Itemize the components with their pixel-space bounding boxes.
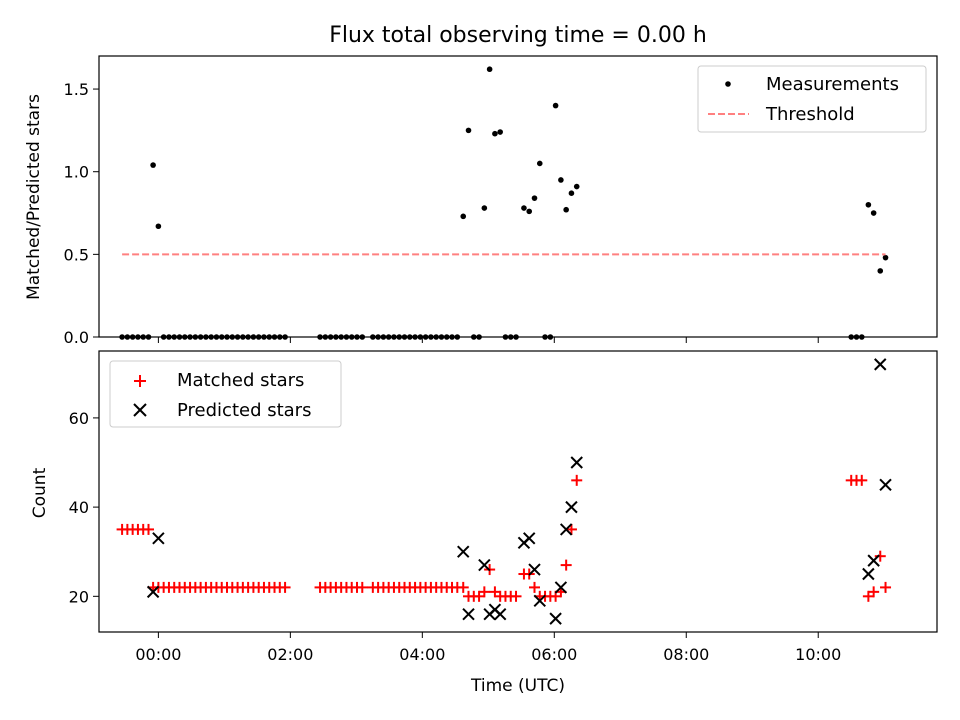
matched-star-point	[874, 550, 886, 562]
y-tick-label: 40	[69, 498, 89, 517]
y-tick-label: 1.0	[64, 163, 89, 182]
measurement-point	[155, 223, 162, 230]
predicted-star-point	[862, 567, 875, 581]
matched-star-point	[868, 586, 880, 598]
bottom-axes-frame	[98, 350, 938, 633]
predicted-star-point	[565, 500, 578, 514]
measurement-point	[536, 160, 543, 167]
measurement-point	[877, 268, 884, 274]
measurement-point	[568, 190, 575, 196]
measurement-point	[573, 183, 580, 190]
measurement-point	[526, 208, 533, 215]
bottom-axes: 20 40 60 00:00 02:00 04:00 06:00 08:00 10:00 Cou…	[30, 350, 938, 696]
legend-predicted-marker	[133, 403, 147, 417]
legend-measurements-label: Measurements	[766, 74, 899, 95]
top-legend: Measurements Threshold	[697, 65, 927, 133]
measurement-point	[497, 129, 503, 135]
matched-star-point	[560, 559, 572, 571]
predicted-star-point	[528, 563, 541, 576]
measurement-point	[486, 66, 493, 73]
measurement-point	[465, 127, 472, 134]
predicted-star-point	[146, 585, 160, 599]
matched-star-point	[880, 581, 892, 593]
predicted-star-point	[533, 594, 546, 607]
legend-matched-label: Matched stars	[177, 370, 304, 391]
x-tick-label: 04:00	[399, 645, 445, 664]
predicted-star-point	[523, 532, 536, 545]
y-tick-label: 0.0	[64, 328, 89, 347]
x-tick-label: 06:00	[531, 645, 577, 664]
measurement-point	[558, 177, 564, 183]
top-y-axis-label: Matched/Predicted stars	[24, 94, 44, 300]
matched-star-point	[856, 474, 868, 486]
legend-predicted-label: Predicted stars	[177, 400, 311, 421]
predicted-star-point	[549, 612, 562, 625]
predicted-star-point	[554, 581, 568, 594]
matched-star-point	[478, 586, 490, 598]
predicted-star-point	[478, 558, 491, 572]
matched-star-point	[510, 590, 522, 602]
measurement-point	[552, 102, 559, 109]
y-tick-label: 0.5	[64, 245, 89, 264]
predicted-star-point	[493, 607, 507, 621]
top-ticks: 0.0 0.5 1.0 1.5	[64, 80, 819, 347]
legend-measurements-marker	[725, 81, 731, 87]
y-tick-label: 1.5	[64, 80, 89, 99]
y-tick-label: 60	[69, 409, 89, 428]
predicted-star-point	[879, 478, 892, 492]
measurement-point	[563, 206, 569, 213]
legend-matched-marker	[134, 375, 146, 387]
legend-threshold-label: Threshold	[765, 104, 855, 125]
predicted-star-point	[457, 545, 470, 558]
matched-star-point	[457, 581, 469, 593]
top-axes-frame	[98, 55, 938, 338]
x-tick-label: 08:00	[663, 645, 709, 664]
top-axes: 0.0 0.5 1.0 1.5 Matched/Predicted stars Mea…	[24, 55, 938, 347]
chart-title: Flux total observing time = 0.00 h	[329, 23, 707, 48]
measurement-point	[492, 130, 498, 137]
bottom-legend-box	[109, 360, 342, 428]
y-tick-label: 20	[69, 587, 89, 606]
measurement-point	[460, 213, 467, 220]
matched-star-point	[279, 581, 291, 593]
bottom-plot-marks	[116, 358, 892, 625]
predicted-star-point	[559, 523, 573, 536]
top-legend-box	[697, 65, 927, 133]
measurement-point	[150, 162, 156, 168]
predicted-star-point	[874, 358, 887, 371]
predicted-star-point	[462, 607, 475, 621]
matched-star-point	[571, 474, 583, 486]
x-tick-label: 02:00	[267, 645, 313, 664]
x-tick-label: 10:00	[795, 645, 841, 664]
measurement-point	[531, 195, 538, 201]
x-tick-label: 00:00	[135, 645, 181, 664]
bottom-ticks: 20 40 60 00:00 02:00 04:00 06:00 08:00 10:00	[69, 409, 842, 664]
matched-star-point	[565, 523, 577, 535]
measurement-point	[882, 254, 889, 261]
top-plot-marks	[119, 66, 889, 340]
measurement-point	[865, 201, 872, 208]
predicted-star-point	[570, 456, 583, 469]
measurement-point	[481, 205, 488, 211]
x-axis-label: Time (UTC)	[470, 676, 565, 696]
predicted-star-point	[867, 554, 880, 567]
matched-star-point	[356, 581, 368, 593]
measurement-point	[870, 210, 877, 216]
bottom-y-axis-label: Count	[30, 467, 50, 518]
bottom-legend: Matched stars Predicted stars	[109, 360, 342, 428]
predicted-star-point	[152, 532, 165, 545]
matched-star-point	[142, 523, 154, 535]
matched-star-point	[528, 581, 540, 593]
measurement-point	[521, 205, 527, 211]
